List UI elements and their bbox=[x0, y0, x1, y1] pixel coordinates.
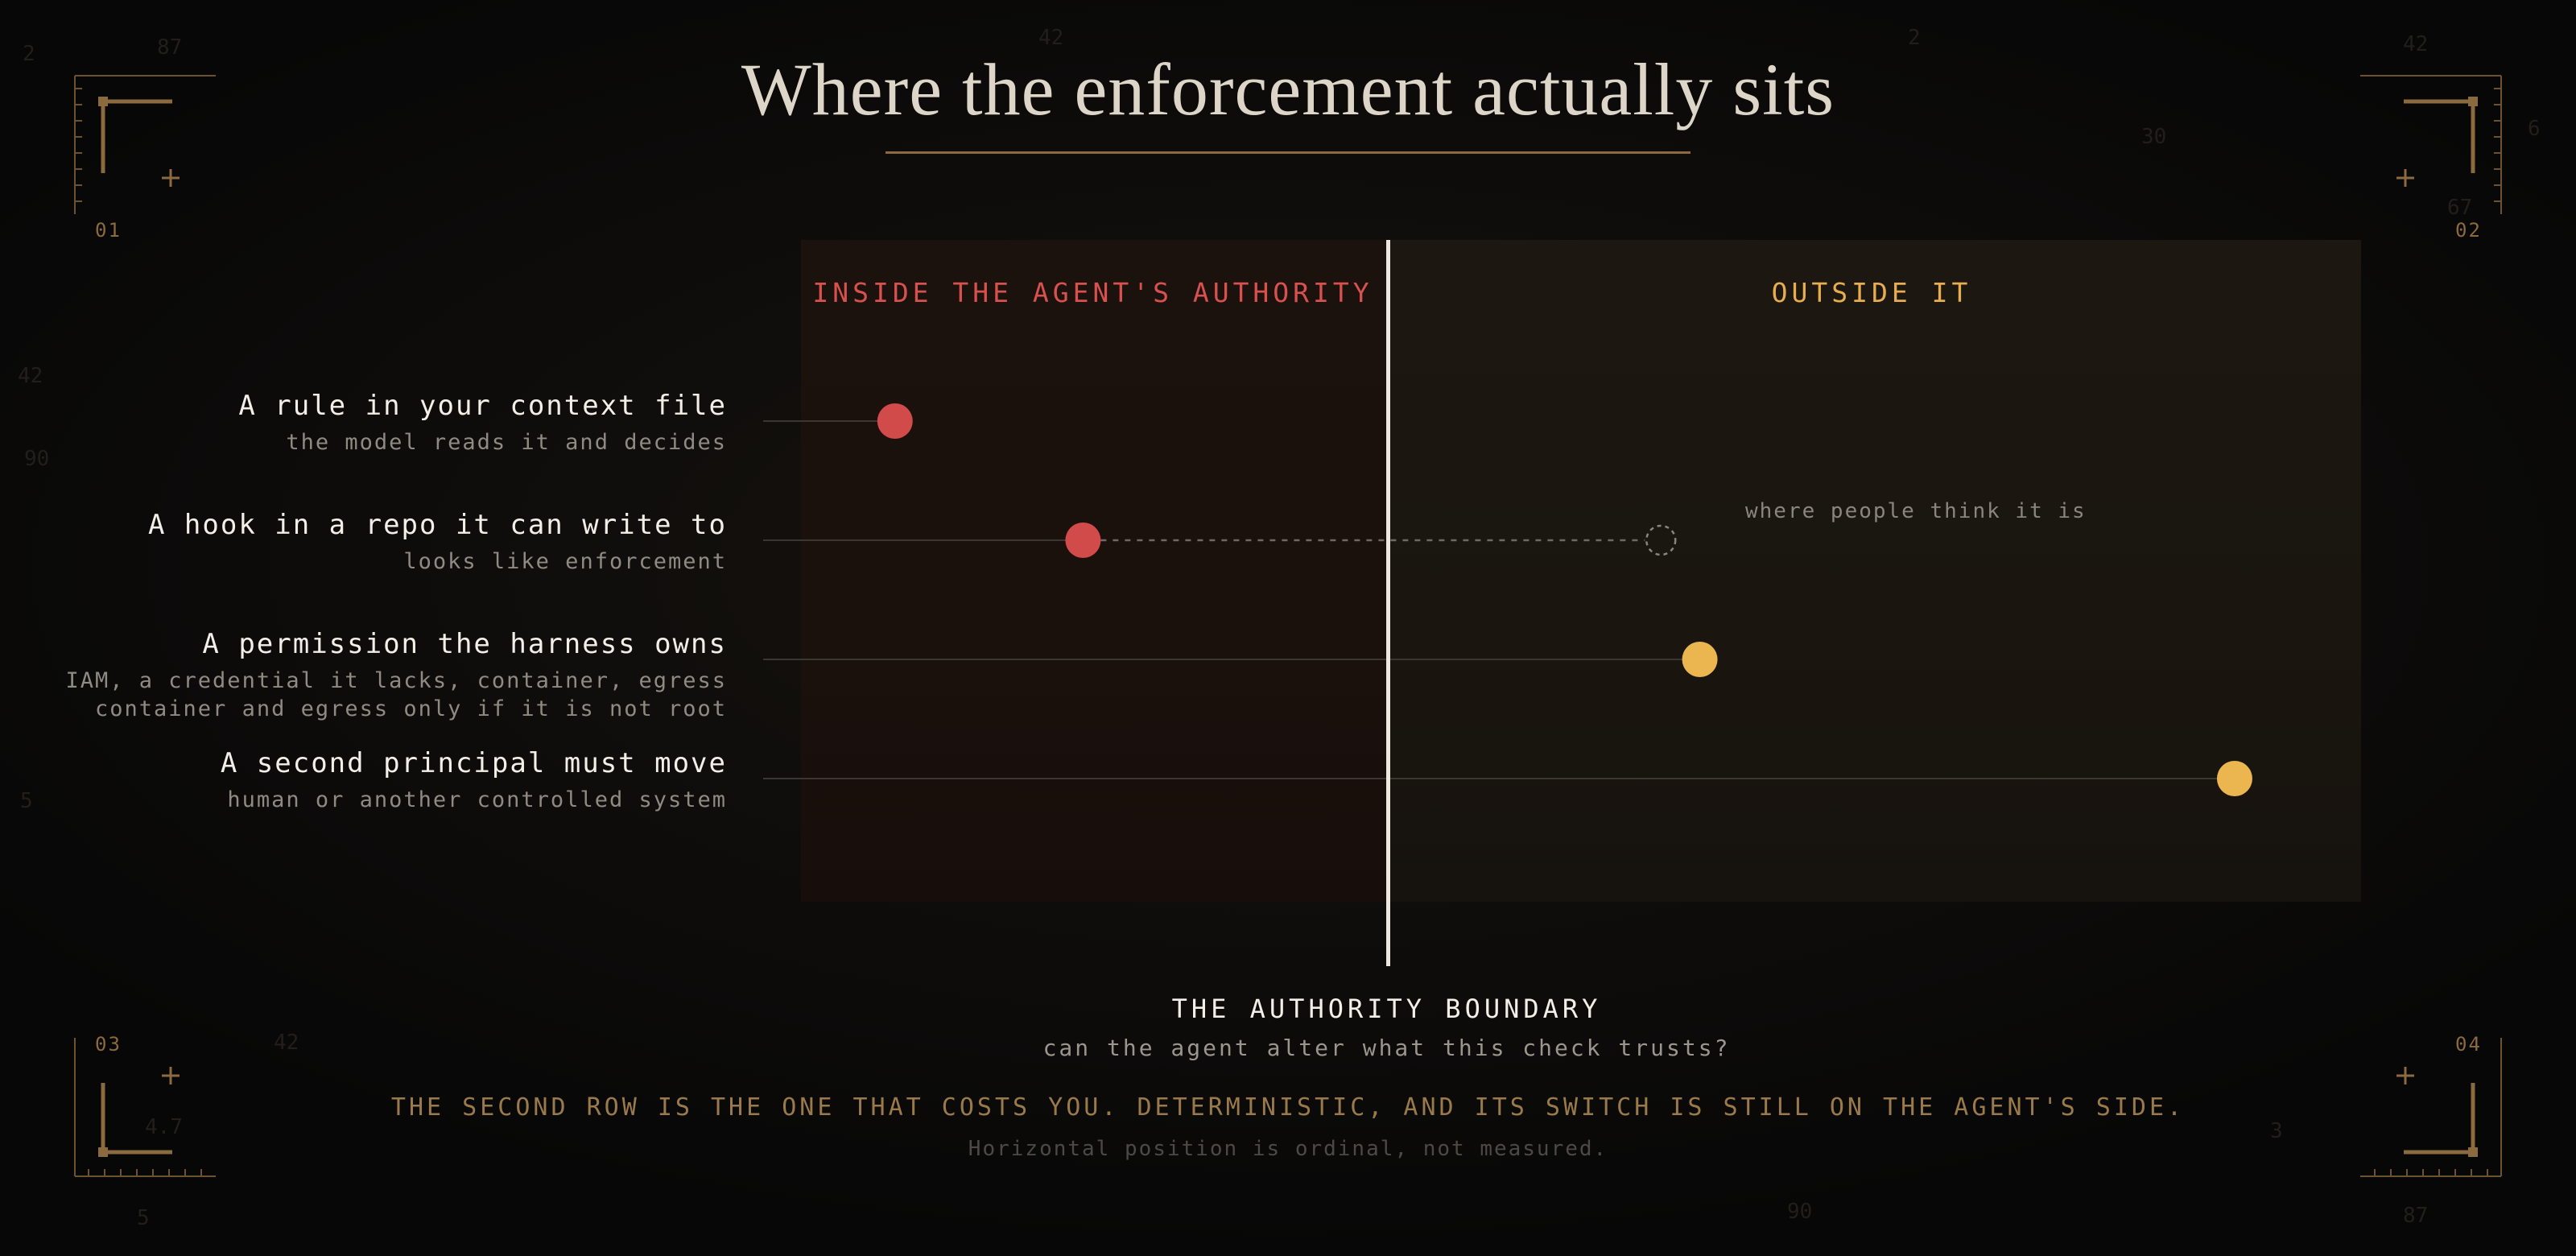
row-2-marker bbox=[1682, 642, 1718, 677]
bg-numeral: 2 bbox=[23, 42, 35, 66]
row-2-title: A permission the harness owns bbox=[202, 628, 727, 660]
row-1-subtitle: looks like enforcement bbox=[403, 549, 727, 574]
bg-numeral: 2 bbox=[1908, 26, 1921, 50]
row-1-marker bbox=[1065, 523, 1101, 558]
bg-numeral: 3 bbox=[2270, 1119, 2283, 1143]
row-2-subtitle-line-1: IAM, a credential it lacks, container, e… bbox=[65, 668, 727, 693]
corner-label: 01 bbox=[95, 219, 122, 242]
bg-numeral: 5 bbox=[20, 789, 33, 813]
row-3-subtitle: human or another controlled system bbox=[227, 787, 727, 812]
bg-numeral: 87 bbox=[2403, 1204, 2429, 1228]
corner-bracket-bottom-right bbox=[2360, 1038, 2502, 1177]
corner-label: 03 bbox=[95, 1033, 122, 1056]
boundary-question: can the agent alter what this check trus… bbox=[1042, 1035, 1731, 1061]
row-0-marker bbox=[877, 403, 913, 439]
bg-numeral: 42 bbox=[18, 364, 43, 388]
row-3-marker bbox=[2216, 761, 2252, 796]
row-0-subtitle: the model reads it and decides bbox=[286, 430, 727, 455]
row-0-title: A rule in your context file bbox=[238, 390, 727, 422]
row-2-subtitle-line-2: container and egress only if it is not r… bbox=[95, 696, 727, 721]
bg-numeral: 5 bbox=[137, 1206, 150, 1230]
callout-text: THE SECOND ROW IS THE ONE THAT COSTS YOU… bbox=[390, 1093, 2186, 1122]
bg-numeral: 90 bbox=[1787, 1200, 1813, 1224]
bg-numeral: 87 bbox=[157, 35, 183, 60]
bg-numeral: 30 bbox=[2141, 125, 2167, 149]
inside-column-heading: INSIDE THE AGENT'S AUTHORITY bbox=[812, 277, 1373, 308]
outside-column-heading: OUTSIDE IT bbox=[1771, 277, 1972, 308]
corner-bracket-bottom-left bbox=[74, 1038, 216, 1177]
corner-bracket-top-left bbox=[74, 75, 216, 214]
row-1-title: A hook in a repo it can write to bbox=[147, 509, 727, 541]
title-underline bbox=[886, 151, 1690, 154]
bg-numeral: 42 bbox=[274, 1031, 299, 1055]
bg-numeral: 4.7 bbox=[145, 1115, 183, 1139]
corner-label: 04 bbox=[2455, 1033, 2482, 1056]
bg-numeral: 67 bbox=[2447, 196, 2473, 220]
page-title: Where the enforcement actually sits bbox=[741, 48, 1835, 130]
row-1-perceived-marker bbox=[1645, 524, 1677, 556]
authority-boundary-line bbox=[1386, 240, 1390, 966]
bg-numeral: 6 bbox=[2528, 117, 2541, 141]
bg-numeral: 42 bbox=[2403, 32, 2429, 56]
perceived-position-annotation: where people think it is bbox=[1745, 499, 2087, 523]
corner-bracket-top-right bbox=[2360, 75, 2502, 214]
bg-numeral: 42 bbox=[1038, 26, 1064, 50]
boundary-label: THE AUTHORITY BOUNDARY bbox=[1171, 994, 1602, 1024]
footnote: Horizontal position is ordinal, not meas… bbox=[968, 1137, 1608, 1161]
corner-label: 02 bbox=[2455, 219, 2482, 242]
inside-authority-region bbox=[801, 240, 1389, 902]
bg-numeral: 90 bbox=[24, 447, 50, 471]
outside-authority-region bbox=[1389, 240, 2361, 902]
row-3-title: A second principal must move bbox=[220, 747, 727, 779]
